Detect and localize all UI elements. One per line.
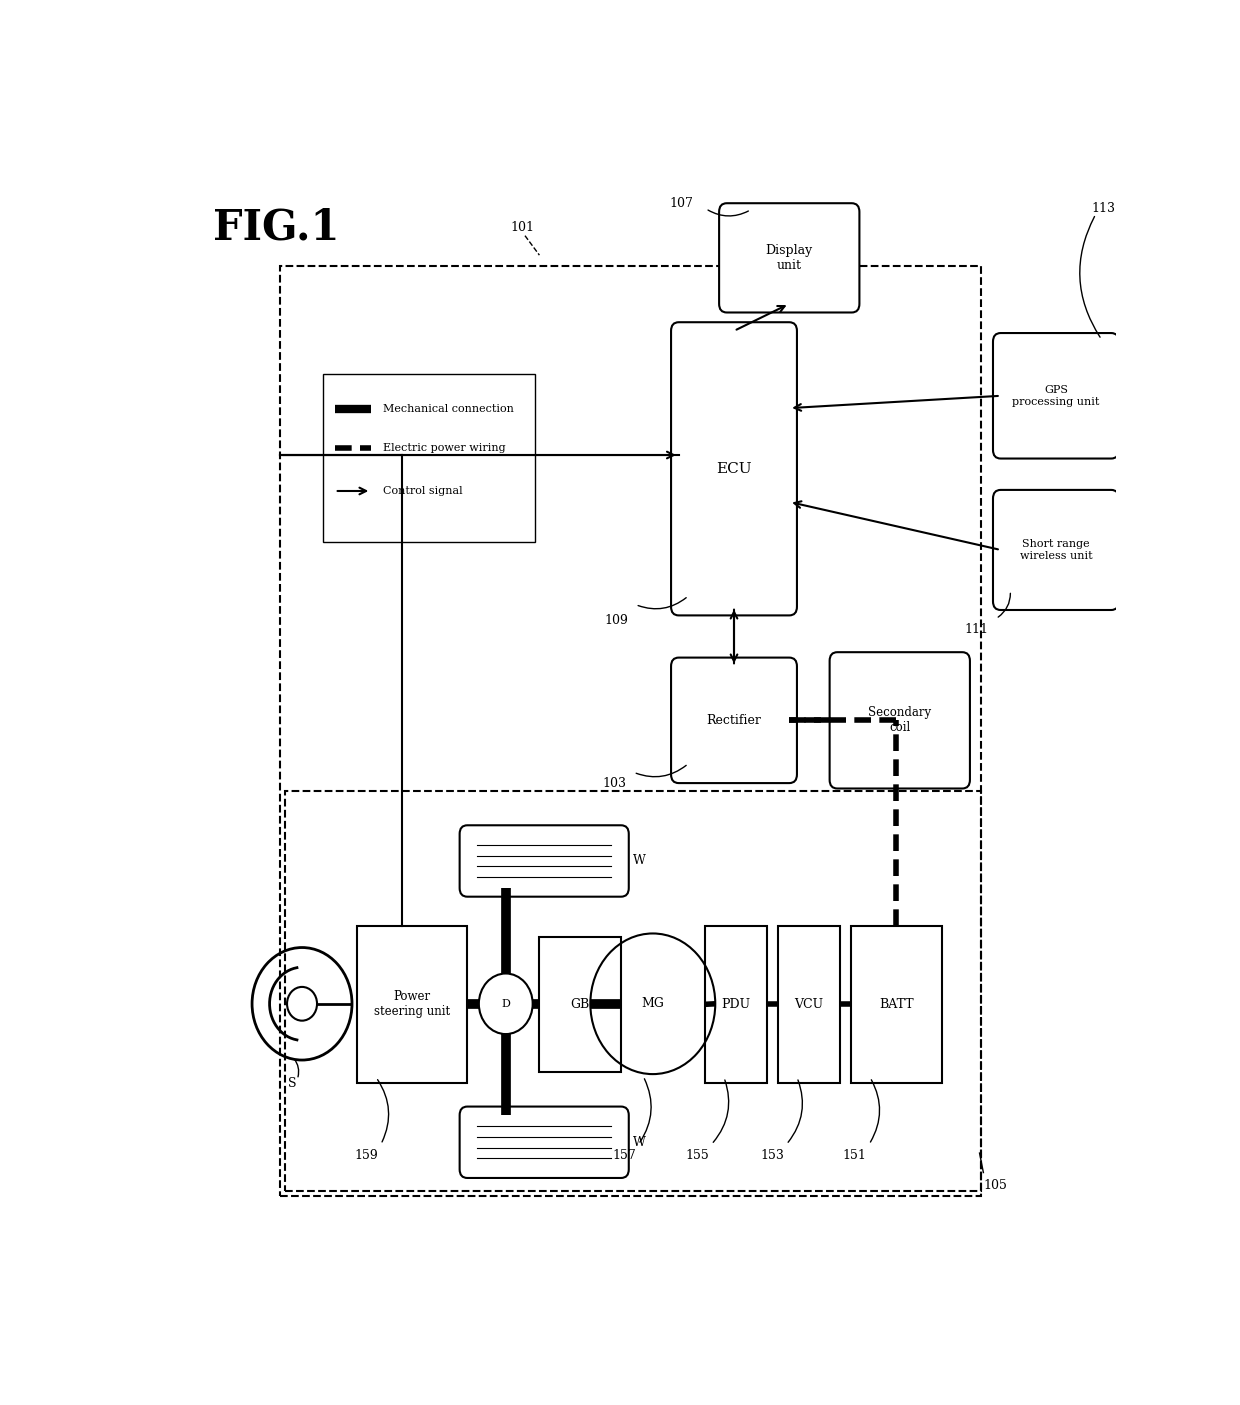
FancyBboxPatch shape [671, 322, 797, 615]
FancyBboxPatch shape [830, 652, 970, 788]
Text: 107: 107 [670, 197, 693, 209]
Text: W: W [632, 1135, 646, 1149]
Text: Rectifier: Rectifier [707, 714, 761, 726]
Bar [324, 374, 534, 542]
Text: 159: 159 [355, 1149, 378, 1162]
FancyBboxPatch shape [460, 825, 629, 896]
Text: 153: 153 [760, 1149, 784, 1162]
Text: Control signal: Control signal [383, 486, 463, 496]
Text: W: W [632, 854, 646, 867]
FancyBboxPatch shape [993, 333, 1118, 458]
Text: 105: 105 [983, 1179, 1007, 1191]
Text: Electric power wiring: Electric power wiring [383, 443, 506, 452]
FancyBboxPatch shape [719, 204, 859, 312]
Text: GPS
processing unit: GPS processing unit [1012, 385, 1100, 406]
Text: FIG.1: FIG.1 [213, 207, 340, 249]
Text: VCU: VCU [795, 998, 823, 1010]
Text: Short range
wireless unit: Short range wireless unit [1019, 540, 1092, 561]
Text: 157: 157 [613, 1149, 636, 1162]
Text: Power
steering unit: Power steering unit [374, 991, 450, 1019]
Circle shape [479, 974, 533, 1034]
Bar [357, 926, 467, 1083]
Text: GB: GB [570, 998, 590, 1010]
Text: MG: MG [641, 998, 665, 1010]
Bar [777, 926, 841, 1083]
Text: 113: 113 [1091, 202, 1116, 215]
FancyBboxPatch shape [671, 658, 797, 783]
Bar [539, 937, 621, 1072]
Bar [851, 926, 942, 1083]
Text: 151: 151 [843, 1149, 867, 1162]
Text: 109: 109 [604, 614, 629, 627]
Text: ECU: ECU [717, 462, 751, 476]
Text: S: S [288, 1078, 296, 1090]
FancyBboxPatch shape [993, 490, 1118, 610]
Text: 111: 111 [965, 622, 988, 636]
Bar [704, 926, 768, 1083]
Text: Mechanical connection: Mechanical connection [383, 403, 513, 413]
Bar [285, 791, 982, 1191]
Bar [280, 266, 982, 1197]
Text: Secondary
coil: Secondary coil [868, 707, 931, 735]
Text: BATT: BATT [879, 998, 914, 1010]
Text: D: D [501, 999, 510, 1009]
Text: 101: 101 [511, 222, 534, 235]
Text: PDU: PDU [722, 998, 750, 1010]
Text: Display
unit: Display unit [765, 244, 813, 271]
Text: 103: 103 [603, 777, 626, 790]
FancyBboxPatch shape [460, 1107, 629, 1177]
Text: 155: 155 [686, 1149, 709, 1162]
